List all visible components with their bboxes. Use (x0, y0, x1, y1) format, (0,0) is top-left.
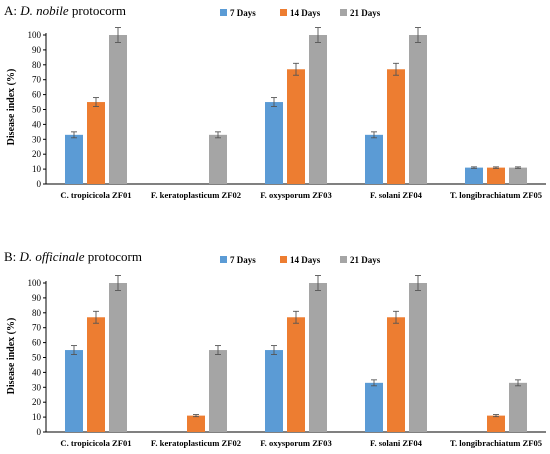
y-tick-label: 100 (28, 278, 42, 288)
chart-title: B: D. officinale protocorm (4, 249, 142, 264)
bar (87, 317, 105, 432)
y-tick-label: 50 (32, 353, 42, 363)
category-label: F. solani ZF04 (370, 190, 423, 200)
category-label: F. keratoplasticum ZF02 (151, 190, 241, 200)
chart-title: A: D. nobile protocorm (4, 3, 126, 18)
bar (309, 35, 327, 184)
x-axis: C. tropicicola ZF01 F. keratoplasticum ZF… (60, 190, 542, 200)
category-label: C. tropicicola ZF01 (60, 438, 131, 448)
category-label: T. longibrachiatum ZF05 (450, 438, 542, 448)
category-label: F. keratoplasticum ZF02 (151, 438, 241, 448)
y-tick-label: 20 (32, 149, 42, 159)
legend-swatch (220, 9, 227, 16)
bar (265, 102, 283, 184)
y-tick-label: 10 (32, 412, 42, 422)
legend-label: 7 Days (230, 255, 256, 265)
bar (265, 350, 283, 432)
y-tick-label: 30 (32, 382, 42, 392)
category-label: F. oxysporum ZF03 (260, 190, 332, 200)
legend-label: 14 Days (290, 255, 321, 265)
bar (287, 69, 305, 184)
bar (87, 102, 105, 184)
bar (109, 283, 127, 432)
y-tick-label: 80 (32, 308, 42, 318)
y-tick-label: 70 (32, 75, 42, 85)
bar (387, 69, 405, 184)
legend-swatch (340, 9, 347, 16)
y-tick-label: 60 (32, 338, 42, 348)
y-tick-label: 80 (32, 60, 42, 70)
category-label: F. solani ZF04 (370, 438, 423, 448)
legend-swatch (220, 256, 227, 263)
bar (509, 382, 527, 432)
bar (387, 317, 405, 432)
legend: 7 Days 14 Days 21 Days (220, 8, 381, 18)
bar (509, 167, 527, 184)
y-tick-label: 0 (37, 179, 42, 189)
y-tick-label: 50 (32, 105, 42, 115)
bar (365, 134, 383, 184)
y-tick-label: 20 (32, 397, 42, 407)
bar (487, 167, 505, 184)
bar (109, 35, 127, 184)
bar (65, 134, 83, 184)
bar (409, 35, 427, 184)
category-label: F. oxysporum ZF03 (260, 438, 332, 448)
legend-swatch (280, 9, 287, 16)
y-tick-label: 10 (32, 164, 42, 174)
bars-group (65, 27, 527, 184)
y-tick-label: 40 (32, 367, 42, 377)
bar (365, 382, 383, 432)
legend: 7 Days 14 Days 21 Days (220, 255, 381, 265)
legend-label: 14 Days (290, 8, 321, 18)
y-tick-label: 40 (32, 119, 42, 129)
y-tick-label: 90 (32, 293, 42, 303)
y-tick-label: 60 (32, 90, 42, 100)
legend-label: 7 Days (230, 8, 256, 18)
legend-swatch (340, 256, 347, 263)
y-tick-label: 0 (37, 427, 42, 437)
x-axis: C. tropicicola ZF01 F. keratoplasticum ZF… (60, 438, 542, 448)
bar (209, 134, 227, 184)
bar (465, 167, 483, 184)
bars-group (65, 275, 527, 432)
y-axis: 0 10 20 30 40 50 60 70 80 90 100 (28, 30, 546, 189)
bar (209, 350, 227, 432)
bar (187, 415, 205, 432)
bar (487, 415, 505, 432)
y-axis: 0 10 20 30 40 50 60 70 80 90 100 (28, 278, 546, 437)
bar (309, 283, 327, 432)
bar (287, 317, 305, 432)
legend-swatch (280, 256, 287, 263)
y-axis-label: Disease index (%) (6, 69, 17, 146)
bar (65, 350, 83, 432)
legend-label: 21 Days (350, 8, 381, 18)
y-axis-label: Disease index (%) (6, 318, 17, 395)
category-label: T. longibrachiatum ZF05 (450, 190, 542, 200)
chart-panel-b: B: D. officinale protocorm Disease index… (4, 249, 546, 448)
y-tick-label: 100 (28, 30, 42, 40)
y-tick-label: 90 (32, 45, 42, 55)
chart-panel-a: A: D. nobile protocorm Disease index (%)… (4, 3, 546, 200)
category-label: C. tropicicola ZF01 (60, 190, 131, 200)
legend-label: 21 Days (350, 255, 381, 265)
bar (409, 283, 427, 432)
y-tick-label: 70 (32, 323, 42, 333)
y-tick-label: 30 (32, 134, 42, 144)
